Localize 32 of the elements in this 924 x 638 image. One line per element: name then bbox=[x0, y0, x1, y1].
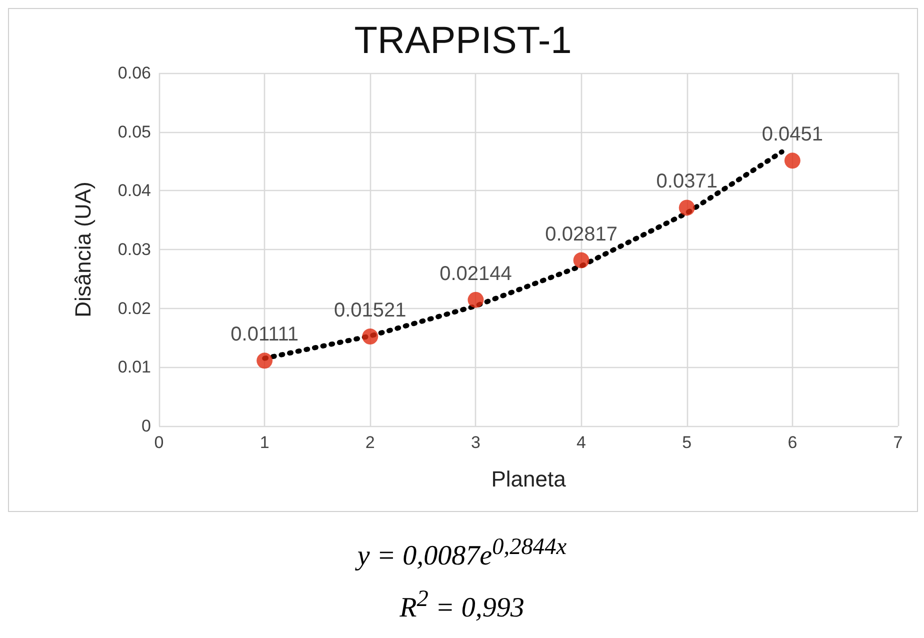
data-label: 0.01521 bbox=[334, 300, 406, 322]
x-tick-label: 5 bbox=[682, 433, 692, 452]
x-tick-label: 2 bbox=[365, 433, 375, 452]
x-tick-label: 1 bbox=[260, 433, 270, 452]
y-tick-label: 0.01 bbox=[118, 358, 151, 377]
data-label: 0.0371 bbox=[656, 170, 718, 193]
x-axis-title: Planeta bbox=[491, 466, 567, 492]
data-label: 0.02817 bbox=[545, 223, 618, 246]
x-tick-label: 4 bbox=[576, 433, 586, 452]
point bbox=[256, 352, 273, 369]
y-tick-label: 0.03 bbox=[118, 240, 151, 259]
text: y = 0,0087e$^{0,2844x}$ bbox=[354, 534, 568, 572]
point bbox=[784, 152, 800, 169]
data-label: 0.01111 bbox=[230, 324, 298, 346]
x-tick-label: 3 bbox=[470, 433, 480, 452]
point bbox=[678, 200, 695, 216]
y-tick-label: 0.04 bbox=[118, 181, 151, 200]
point bbox=[362, 328, 378, 345]
point bbox=[573, 252, 590, 268]
data-label: 0.0451 bbox=[762, 124, 824, 146]
x-tick-label: 7 bbox=[893, 433, 903, 452]
text: R$^{2}$ = 0,993 bbox=[398, 586, 526, 625]
data-label: 0.02144 bbox=[440, 262, 512, 285]
y-tick-label: 0.06 bbox=[118, 64, 151, 82]
y-tick-label: 0 bbox=[142, 416, 151, 436]
x-tick-label: 0 bbox=[154, 433, 164, 452]
point bbox=[468, 292, 484, 308]
y-tick-label: 0.02 bbox=[118, 298, 151, 318]
y-axis-title: Disância (UA) bbox=[70, 182, 96, 318]
y-tick-label: 0.05 bbox=[118, 122, 151, 142]
x-tick-label: 6 bbox=[788, 433, 798, 452]
chart-title: TRAPPIST-1 bbox=[354, 20, 572, 62]
